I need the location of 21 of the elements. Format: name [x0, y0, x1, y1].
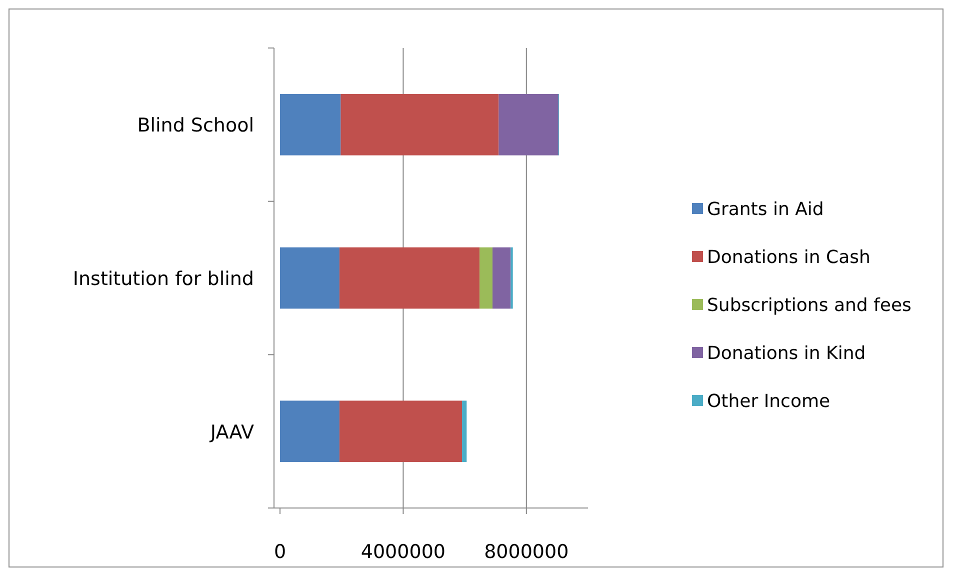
bar [339, 400, 462, 462]
bar [480, 247, 493, 309]
legend-label: Subscriptions and fees [707, 295, 912, 316]
bar [498, 94, 558, 156]
bar [340, 94, 499, 156]
legend-label: Donations in Cash [707, 247, 870, 268]
legend-label: Grants in Aid [707, 199, 824, 220]
bar [339, 247, 480, 309]
y-tick-label: JAAV [209, 421, 254, 444]
bar [492, 247, 511, 309]
y-tick-label: Institution for blind [72, 268, 254, 290]
x-tick-label: 8000000 [484, 541, 569, 563]
y-tick-label: Blind School [137, 114, 254, 137]
x-tick-label: 0 [274, 541, 286, 563]
bar [280, 400, 340, 462]
bar [462, 400, 467, 462]
legend-label: Donations in Kind [707, 343, 866, 364]
bar [280, 247, 340, 309]
x-tick-label: 4000000 [360, 541, 446, 563]
legend-label: Other Income [707, 391, 830, 412]
bar [280, 94, 341, 156]
